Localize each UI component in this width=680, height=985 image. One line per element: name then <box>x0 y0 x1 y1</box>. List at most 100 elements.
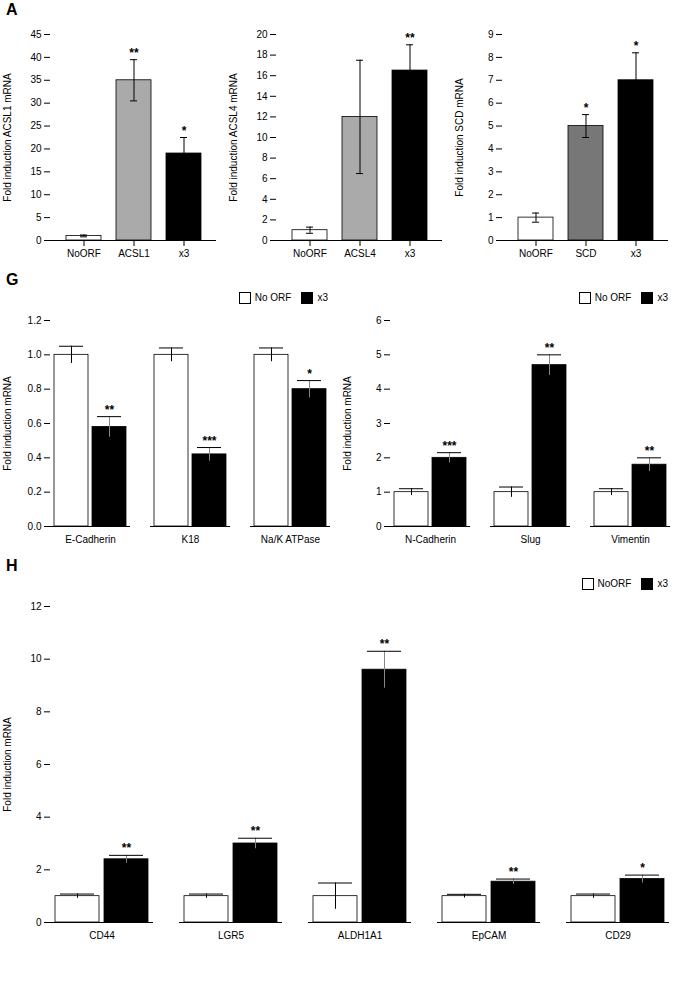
svg-text:3: 3 <box>488 166 494 177</box>
svg-text:8: 8 <box>36 706 42 717</box>
svg-text:5: 5 <box>376 349 382 360</box>
svg-text:10: 10 <box>30 653 42 664</box>
svg-text:25: 25 <box>30 120 42 131</box>
svg-text:NoORF: NoORF <box>67 248 101 259</box>
svg-text:***: *** <box>202 434 216 448</box>
svg-text:0: 0 <box>376 521 382 532</box>
svg-text:0.6: 0.6 <box>28 418 42 429</box>
svg-text:14: 14 <box>256 91 268 102</box>
svg-text:2: 2 <box>376 452 382 463</box>
svg-text:***: *** <box>442 439 456 453</box>
svg-text:NoORF: NoORF <box>293 248 327 259</box>
svg-text:8: 8 <box>488 52 494 63</box>
svg-text:9: 9 <box>488 29 494 40</box>
svg-text:ACSL1: ACSL1 <box>118 248 150 259</box>
svg-text:18: 18 <box>256 49 268 60</box>
svg-text:4: 4 <box>376 383 382 394</box>
svg-text:15: 15 <box>30 166 42 177</box>
svg-text:Na/K ATPase: Na/K ATPase <box>261 534 321 545</box>
svg-text:CD29: CD29 <box>605 930 631 941</box>
svg-text:x3: x3 <box>405 248 416 259</box>
svg-text:2: 2 <box>262 214 268 225</box>
svg-text:Fold induction SCD mRNA: Fold induction SCD mRNA <box>454 78 465 197</box>
svg-text:Vimentin: Vimentin <box>611 534 650 545</box>
svg-text:0: 0 <box>36 235 42 246</box>
svg-text:*: * <box>584 101 589 115</box>
svg-text:EpCAM: EpCAM <box>472 930 506 941</box>
svg-text:0.0: 0.0 <box>28 521 42 532</box>
svg-text:30: 30 <box>30 97 42 108</box>
html-text:No ORF: No ORF <box>594 291 632 303</box>
svg-text:N-Cadherin: N-Cadherin <box>405 534 456 545</box>
svg-text:8: 8 <box>262 152 268 163</box>
html-text:H: H <box>6 557 18 574</box>
svg-text:Fold induction mRNA: Fold induction mRNA <box>2 717 13 812</box>
svg-text:Fold induction mRNA: Fold induction mRNA <box>342 376 353 471</box>
svg-text:1.2: 1.2 <box>28 315 42 326</box>
svg-text:LGR5: LGR5 <box>218 930 245 941</box>
svg-text:0: 0 <box>36 917 42 928</box>
svg-text:**: ** <box>509 865 519 879</box>
svg-text:**: ** <box>129 46 139 60</box>
svg-text:10: 10 <box>30 189 42 200</box>
svg-text:Slug: Slug <box>520 534 540 545</box>
svg-text:*: * <box>307 367 312 381</box>
svg-text:E-Cadherin: E-Cadherin <box>65 534 116 545</box>
svg-text:20: 20 <box>256 29 268 40</box>
svg-text:4: 4 <box>488 143 494 154</box>
svg-text:0.2: 0.2 <box>28 486 42 497</box>
svg-text:**: ** <box>122 841 132 855</box>
svg-text:0.4: 0.4 <box>28 452 42 463</box>
svg-text:45: 45 <box>30 29 42 40</box>
svg-text:6: 6 <box>488 97 494 108</box>
svg-text:Fold induction ACSL4 mRNA: Fold induction ACSL4 mRNA <box>228 73 239 202</box>
svg-text:35: 35 <box>30 74 42 85</box>
svg-text:7: 7 <box>488 74 494 85</box>
svg-text:ACSL4: ACSL4 <box>344 248 376 259</box>
svg-text:*: * <box>634 39 639 53</box>
svg-text:0.8: 0.8 <box>28 383 42 394</box>
svg-text:Fold induction ACSL1 mRNA: Fold induction ACSL1 mRNA <box>2 73 13 202</box>
svg-text:**: ** <box>105 403 115 417</box>
html-text:NoORF: NoORF <box>597 577 632 589</box>
html-text:A: A <box>6 1 18 18</box>
svg-text:*: * <box>640 861 645 875</box>
svg-text:16: 16 <box>256 70 268 81</box>
svg-text:3: 3 <box>376 418 382 429</box>
svg-text:2: 2 <box>488 189 494 200</box>
svg-text:20: 20 <box>30 143 42 154</box>
svg-text:Fold induction mRNA: Fold induction mRNA <box>2 376 13 471</box>
svg-text:**: ** <box>545 341 555 355</box>
svg-text:**: ** <box>405 31 415 45</box>
svg-text:40: 40 <box>30 52 42 63</box>
svg-text:5: 5 <box>36 212 42 223</box>
svg-text:K18: K18 <box>182 534 200 545</box>
svg-text:0: 0 <box>488 235 494 246</box>
svg-text:2: 2 <box>36 864 42 875</box>
svg-text:10: 10 <box>256 132 268 143</box>
svg-text:6: 6 <box>262 173 268 184</box>
svg-text:1: 1 <box>376 486 382 497</box>
svg-text:x3: x3 <box>179 248 190 259</box>
svg-text:12: 12 <box>30 601 42 612</box>
svg-text:**: ** <box>380 637 390 651</box>
svg-text:CD44: CD44 <box>89 930 115 941</box>
svg-text:6: 6 <box>36 759 42 770</box>
svg-text:0: 0 <box>262 235 268 246</box>
svg-text:**: ** <box>645 444 655 458</box>
svg-text:1: 1 <box>488 212 494 223</box>
html-text:No ORF: No ORF <box>254 291 292 303</box>
svg-text:6: 6 <box>376 315 382 326</box>
svg-text:5: 5 <box>488 120 494 131</box>
svg-text:*: * <box>182 124 187 138</box>
svg-text:**: ** <box>251 824 261 838</box>
svg-text:12: 12 <box>256 111 268 122</box>
svg-text:4: 4 <box>36 811 42 822</box>
svg-text:1.0: 1.0 <box>28 349 42 360</box>
svg-text:NoORF: NoORF <box>519 248 553 259</box>
svg-text:x3: x3 <box>631 248 642 259</box>
svg-text:ALDH1A1: ALDH1A1 <box>338 930 383 941</box>
html-text:G: G <box>6 271 19 288</box>
svg-text:SCD: SCD <box>575 248 596 259</box>
svg-text:4: 4 <box>262 194 268 205</box>
